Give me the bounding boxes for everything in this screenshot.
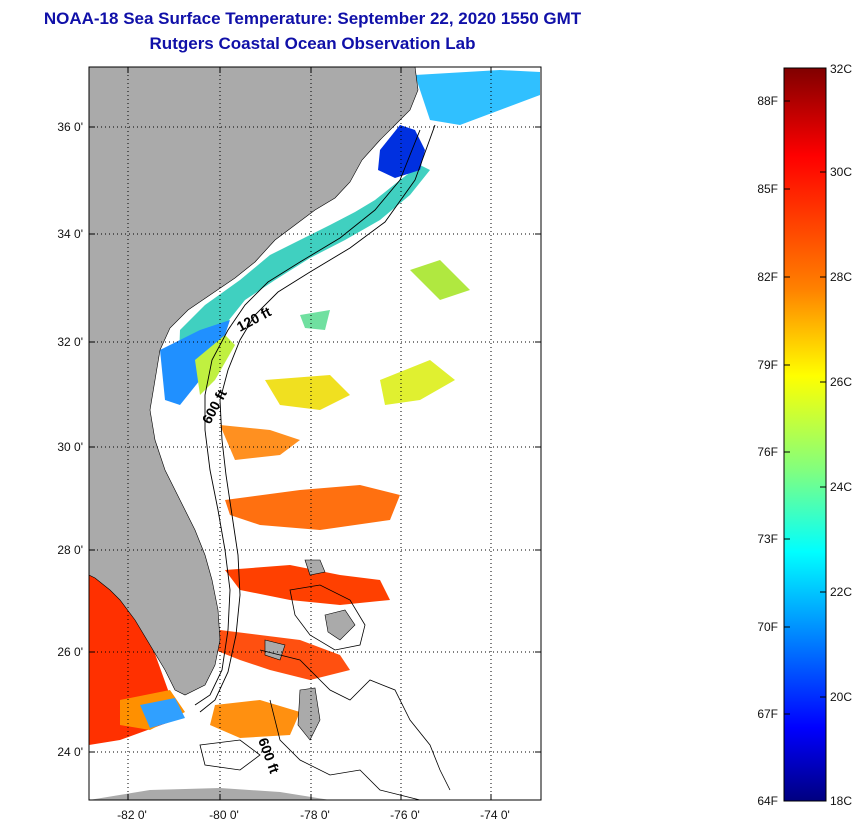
land-southeast-us — [89, 67, 419, 696]
map-ticks — [89, 67, 541, 800]
sst-patch-carolina-coast — [178, 165, 430, 385]
colorbar-f-label: 64F — [757, 794, 778, 808]
sst-patch-georgia-offshore — [195, 335, 235, 395]
lon-label: -78 0' — [300, 808, 330, 822]
lon-label: -76 0' — [390, 808, 420, 822]
colorbar-f-label: 82F — [757, 270, 778, 284]
lat-label: 24 0' — [57, 745, 83, 759]
lat-label: 32 0' — [57, 335, 83, 349]
isobath-cuba-shelf — [199, 739, 261, 771]
isobath-bahamas-bank — [289, 584, 366, 651]
sst-patch-fl-central — [225, 485, 400, 530]
colorbar-c-label: 30C — [830, 165, 852, 179]
sst-patch-fl-south — [225, 565, 390, 605]
isobath-bahamas-2 — [269, 699, 421, 800]
sst-patch-offshore-2 — [380, 360, 455, 405]
colorbar-f-label: 67F — [757, 707, 778, 721]
lat-label: 28 0' — [57, 543, 83, 557]
colorbar-f-label: 85F — [757, 182, 778, 196]
colorbar-ticks — [784, 100, 826, 715]
land-bahamas-2 — [297, 687, 321, 741]
lon-label: -74 0' — [480, 808, 510, 822]
sst-patch-georgia-coast — [160, 320, 230, 405]
colorbar-c-label: 32C — [830, 62, 852, 76]
colorbar-c-label: 28C — [830, 270, 852, 284]
colorbar-c-label: 24C — [830, 480, 852, 494]
colorbar-f-label: 76F — [757, 445, 778, 459]
land-bahamas-1 — [324, 609, 356, 641]
land-bahamas-4 — [304, 559, 326, 576]
lat-label: 30 0' — [57, 440, 83, 454]
isobath-bahamas-1 — [259, 649, 451, 791]
map-subtitle: Rutgers Coastal Ocean Observation Lab — [149, 34, 476, 53]
lat-label: 26 0' — [57, 645, 83, 659]
isobath-120ft — [194, 129, 421, 706]
lon-label: -82 0' — [117, 808, 147, 822]
land-cuba — [89, 788, 330, 800]
colorbar — [783, 67, 827, 802]
sst-patch-offshore-4 — [300, 310, 330, 330]
lat-label: 36 0' — [57, 120, 83, 134]
sst-patch-keys-cool — [140, 698, 185, 728]
colorbar-f-label: 88F — [757, 94, 778, 108]
lat-label: 34 0' — [57, 227, 83, 241]
sst-patch-straits — [215, 630, 350, 680]
colorbar-f-label: 70F — [757, 620, 778, 634]
map-frame — [88, 66, 542, 801]
map-title: NOAA-18 Sea Surface Temperature: Septemb… — [43, 9, 582, 28]
colorbar-f-label: 73F — [757, 532, 778, 546]
colorbar-f-label: 79F — [757, 358, 778, 372]
lon-label: -80 0' — [209, 808, 239, 822]
colorbar-c-label: 22C — [830, 585, 852, 599]
colorbar-c-label: 18C — [830, 794, 852, 808]
map-gridlines — [89, 67, 541, 800]
sst-patch-offshore-1 — [265, 375, 350, 410]
sst-patch-fl-north — [220, 425, 300, 460]
colorbar-c-label: 20C — [830, 690, 852, 704]
sst-patch-offshore-3 — [410, 260, 470, 300]
colorbar-c-label: 26C — [830, 375, 852, 389]
sst-patch-northeast — [415, 70, 540, 125]
